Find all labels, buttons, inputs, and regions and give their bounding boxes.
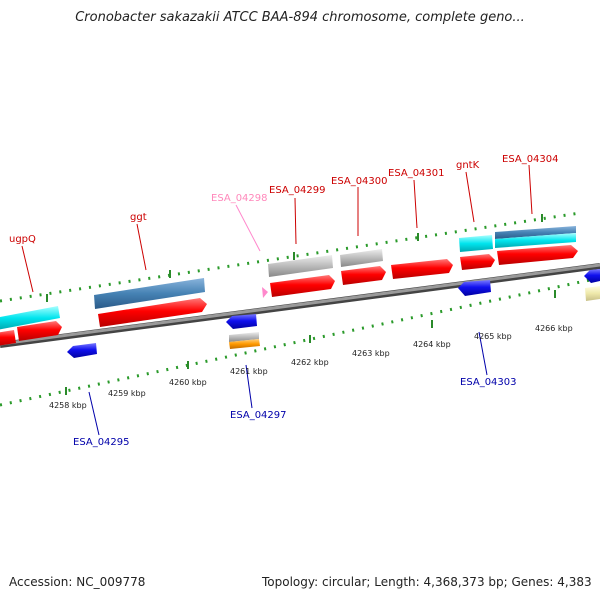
tick-label-4258: 4258 kbp <box>49 401 87 410</box>
feature-ugpQ-cyan[interactable] <box>0 306 60 330</box>
tick-label-4264: 4264 kbp <box>413 340 451 349</box>
tick-label-4265: 4265 kbp <box>474 332 512 341</box>
gene-label-ESA_04300[interactable]: ESA_04300 <box>331 176 388 187</box>
feature-khaki[interactable] <box>585 286 600 301</box>
label-leader-pink <box>235 204 261 252</box>
gene-label-ugpQ[interactable]: ugpQ <box>9 234 36 245</box>
tick-label-4262: 4262 kbp <box>291 358 329 367</box>
feature-ESA_04300-grey[interactable] <box>340 249 383 267</box>
cds-arrow <box>17 321 62 341</box>
feature-ESA_04299-grey[interactable] <box>268 255 333 277</box>
tick-label-4261: 4261 kbp <box>230 367 268 376</box>
cds-arrow <box>458 280 491 296</box>
cds-arrow <box>270 275 335 297</box>
tick-label-4259: 4259 kbp <box>108 389 146 398</box>
position-tick-labels: 4258 kbp 4259 kbp 4260 kbp 4261 kbp 4262… <box>49 324 573 410</box>
gene-label-ESA_04301[interactable]: ESA_04301 <box>388 168 445 179</box>
cds-arrow <box>391 259 453 279</box>
cds-arrow <box>460 254 495 270</box>
gene-label-ESA_04299[interactable]: ESA_04299 <box>269 185 326 196</box>
accession-text: Accession: NC_009778 <box>9 575 146 589</box>
gene-label-ESA_04295[interactable]: ESA_04295 <box>73 437 130 448</box>
gene-label-ESA_04304[interactable]: ESA_04304 <box>502 154 559 165</box>
map-title: Cronobacter sakazakii ATCC BAA-894 chrom… <box>75 10 525 25</box>
gene-label-ESA_04297[interactable]: ESA_04297 <box>230 410 287 421</box>
cds-arrow <box>67 343 97 358</box>
tick-label-4266: 4266 kbp <box>535 324 573 333</box>
feature-gntK-cyan[interactable] <box>459 235 493 252</box>
genome-summary-text: Topology: circular; Length: 4,368,373 bp… <box>262 575 592 589</box>
backbone <box>0 263 600 346</box>
forward-track-major-ticks <box>46 214 543 302</box>
feature-ESA_04298-pink[interactable] <box>262 287 268 298</box>
tick-label-4260: 4260 kbp <box>169 378 207 387</box>
reverse-guide-track <box>0 278 591 407</box>
reverse-track-major-ticks <box>65 290 556 395</box>
feature-ggt-steelblue[interactable] <box>94 278 205 309</box>
gene-label-ESA_04298[interactable]: ESA_04298 <box>211 193 268 204</box>
cds-arrow <box>0 330 16 346</box>
forward-cds-arrows[interactable] <box>0 245 578 346</box>
reverse-cds-arrows[interactable] <box>67 269 600 358</box>
cds-arrow <box>98 298 207 327</box>
cds-arrow <box>584 269 600 283</box>
tick-label-4263: 4263 kbp <box>352 349 390 358</box>
gene-label-ggt[interactable]: ggt <box>130 212 147 223</box>
label-leaders-top <box>21 164 533 293</box>
cds-arrow <box>341 266 386 285</box>
gene-label-ESA_04303[interactable]: ESA_04303 <box>460 377 517 388</box>
cds-arrow <box>497 245 578 265</box>
cds-arrow <box>226 314 257 329</box>
gene-label-gntK[interactable]: gntK <box>456 160 480 171</box>
feature-ESA_04297-stack[interactable] <box>229 332 260 349</box>
feature-ESA_04304-steelblue[interactable] <box>495 226 576 248</box>
label-leaders-bottom <box>88 331 488 436</box>
